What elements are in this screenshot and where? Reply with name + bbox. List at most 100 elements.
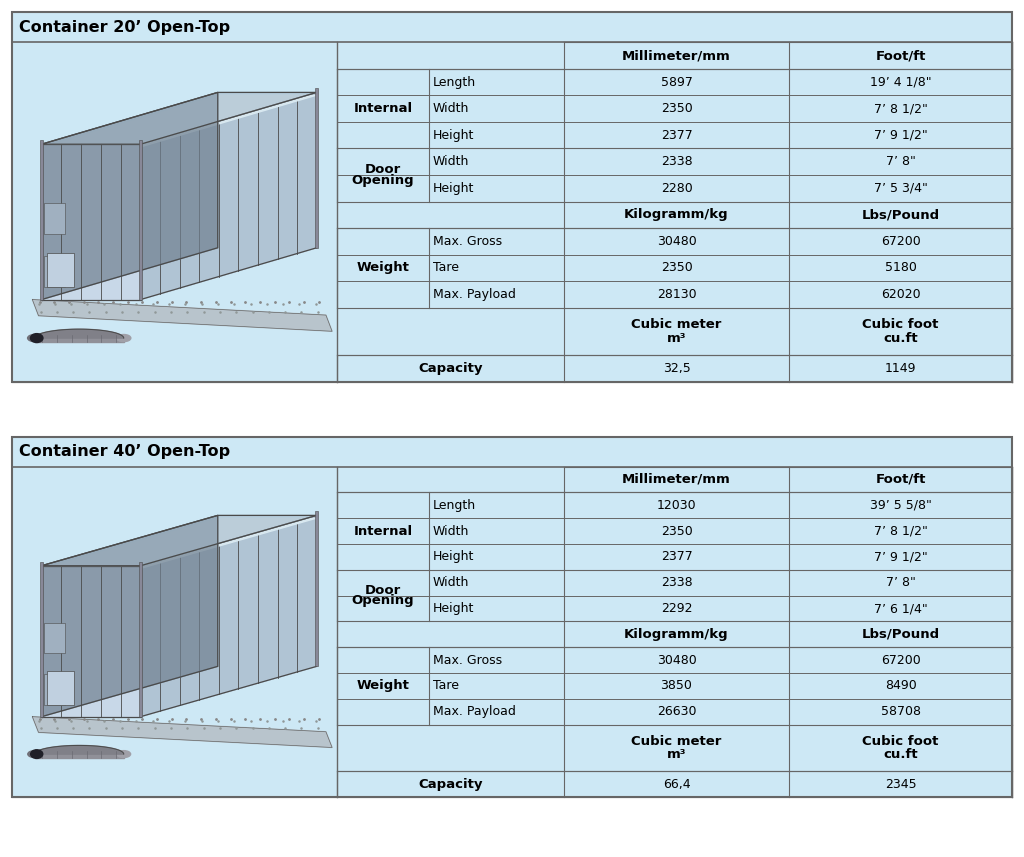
Text: 7’ 8": 7’ 8" <box>886 576 915 590</box>
Text: 2280: 2280 <box>660 182 692 195</box>
Polygon shape <box>33 716 332 747</box>
Ellipse shape <box>117 751 131 758</box>
Ellipse shape <box>31 750 43 758</box>
Polygon shape <box>42 144 140 300</box>
Bar <box>138 561 142 716</box>
Text: 19’ 4 1/8": 19’ 4 1/8" <box>869 75 931 88</box>
Polygon shape <box>42 93 218 300</box>
Text: 2350: 2350 <box>660 524 692 537</box>
Text: 7’ 9 1/2": 7’ 9 1/2" <box>873 550 928 563</box>
Text: Max. Gross: Max. Gross <box>433 235 502 248</box>
Text: 5897: 5897 <box>660 75 692 88</box>
Bar <box>12 12 1012 382</box>
Text: 2292: 2292 <box>660 602 692 615</box>
Text: Width: Width <box>433 524 469 537</box>
Text: m³: m³ <box>667 748 686 761</box>
Text: Max. Payload: Max. Payload <box>433 705 516 718</box>
Text: Internal: Internal <box>353 102 413 115</box>
Text: Height: Height <box>433 182 474 195</box>
Text: 2338: 2338 <box>660 155 692 168</box>
Polygon shape <box>42 667 316 716</box>
Text: Width: Width <box>433 102 469 115</box>
Bar <box>44 256 65 287</box>
Bar <box>46 671 75 704</box>
Text: Weight: Weight <box>356 261 410 274</box>
Text: 66,4: 66,4 <box>663 777 690 791</box>
Text: Foot/ft: Foot/ft <box>876 49 926 62</box>
Text: 26630: 26630 <box>656 705 696 718</box>
Bar <box>314 512 318 667</box>
Polygon shape <box>33 300 332 332</box>
Text: Tare: Tare <box>433 261 459 274</box>
Bar <box>44 674 65 704</box>
Text: cu.ft: cu.ft <box>883 333 918 345</box>
Text: Weight: Weight <box>356 680 410 692</box>
Text: Kilogramm/kg: Kilogramm/kg <box>625 628 729 641</box>
Text: Lbs/Pound: Lbs/Pound <box>861 628 940 641</box>
Text: 8490: 8490 <box>885 680 916 692</box>
Text: Millimeter/mm: Millimeter/mm <box>623 473 731 486</box>
Text: 58708: 58708 <box>881 705 921 718</box>
Polygon shape <box>140 93 316 300</box>
Text: Height: Height <box>433 602 474 615</box>
Text: 7’ 8 1/2": 7’ 8 1/2" <box>873 524 928 537</box>
Bar <box>40 141 43 300</box>
Ellipse shape <box>31 333 43 343</box>
Text: 3850: 3850 <box>660 680 692 692</box>
Text: Opening: Opening <box>351 594 415 608</box>
Text: Height: Height <box>433 129 474 141</box>
Text: Cubic foot: Cubic foot <box>862 319 939 332</box>
Polygon shape <box>140 515 316 716</box>
Text: 2338: 2338 <box>660 576 692 590</box>
Text: Max. Payload: Max. Payload <box>433 288 516 301</box>
Text: 62020: 62020 <box>881 288 921 301</box>
Text: Lbs/Pound: Lbs/Pound <box>861 208 940 221</box>
Polygon shape <box>35 329 124 338</box>
Bar <box>314 88 318 248</box>
Text: 2345: 2345 <box>885 777 916 791</box>
Text: Door: Door <box>365 584 401 597</box>
Text: 7’ 8 1/2": 7’ 8 1/2" <box>873 102 928 115</box>
Text: 30480: 30480 <box>656 654 696 667</box>
Text: cu.ft: cu.ft <box>883 748 918 761</box>
Text: 67200: 67200 <box>881 654 921 667</box>
Bar <box>46 253 75 287</box>
Text: 2377: 2377 <box>660 129 692 141</box>
Text: Length: Length <box>433 499 476 512</box>
Polygon shape <box>35 746 124 754</box>
Text: Door: Door <box>365 163 401 177</box>
Text: Opening: Opening <box>351 174 415 187</box>
Text: Max. Gross: Max. Gross <box>433 654 502 667</box>
Bar <box>40 561 43 716</box>
Bar <box>44 203 65 234</box>
Text: 1149: 1149 <box>885 363 916 375</box>
Text: 7’ 5 3/4": 7’ 5 3/4" <box>873 182 928 195</box>
Ellipse shape <box>28 751 42 758</box>
Text: 2377: 2377 <box>660 550 692 563</box>
Text: 32,5: 32,5 <box>663 363 690 375</box>
Text: Cubic meter: Cubic meter <box>632 319 722 332</box>
Text: Foot/ft: Foot/ft <box>876 473 926 486</box>
Polygon shape <box>42 515 316 566</box>
Polygon shape <box>42 248 316 300</box>
Text: Cubic foot: Cubic foot <box>862 735 939 748</box>
Polygon shape <box>35 334 124 342</box>
Text: 12030: 12030 <box>656 499 696 512</box>
Text: m³: m³ <box>667 333 686 345</box>
Bar <box>44 623 65 653</box>
Text: 7’ 8": 7’ 8" <box>886 155 915 168</box>
Text: Millimeter/mm: Millimeter/mm <box>623 49 731 62</box>
Polygon shape <box>45 95 315 147</box>
Text: 28130: 28130 <box>656 288 696 301</box>
Polygon shape <box>42 566 140 716</box>
Text: Kilogramm/kg: Kilogramm/kg <box>625 208 729 221</box>
Text: Height: Height <box>433 550 474 563</box>
Text: 39’ 5 5/8": 39’ 5 5/8" <box>869 499 932 512</box>
Text: 5180: 5180 <box>885 261 916 274</box>
Text: 2350: 2350 <box>660 261 692 274</box>
Text: Capacity: Capacity <box>418 363 482 375</box>
Text: 30480: 30480 <box>656 235 696 248</box>
Ellipse shape <box>117 334 131 342</box>
Text: 7’ 6 1/4": 7’ 6 1/4" <box>873 602 928 615</box>
Polygon shape <box>42 515 218 716</box>
